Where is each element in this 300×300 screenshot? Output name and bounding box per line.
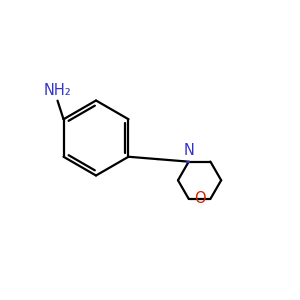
Text: N: N <box>183 143 194 158</box>
Text: NH₂: NH₂ <box>44 83 71 98</box>
Text: O: O <box>194 191 206 206</box>
